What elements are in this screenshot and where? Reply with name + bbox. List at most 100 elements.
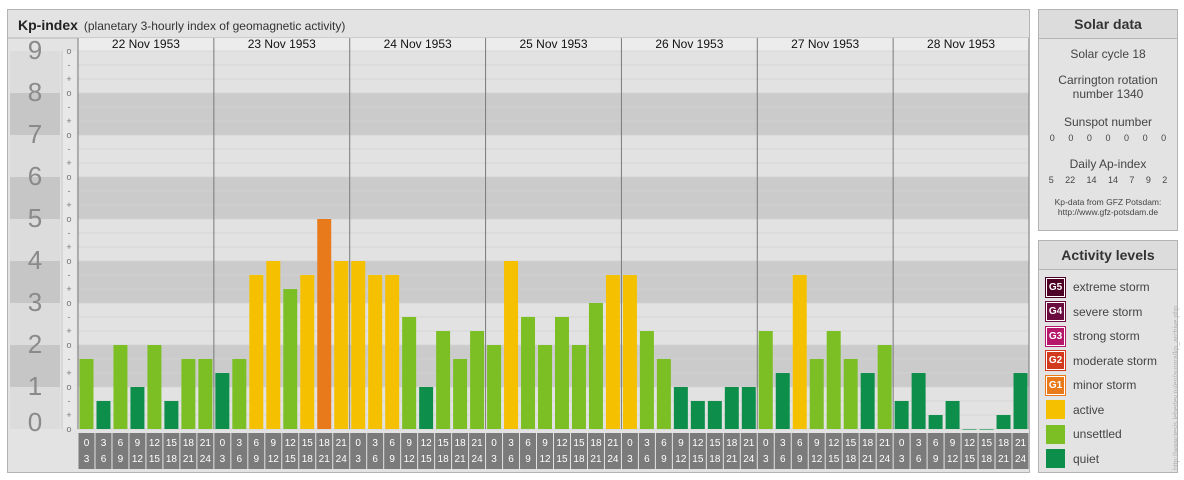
time-start-label: 6 [254, 438, 260, 449]
chart-header-bar [8, 10, 1029, 38]
time-end-label: 6 [644, 454, 650, 465]
time-cell [723, 433, 740, 469]
subtick-column [62, 51, 76, 429]
kp-bar [928, 415, 943, 429]
data-source-link[interactable]: http://www.gfz-potsdam.de [1057, 207, 1159, 217]
ap-index-value: 7 [1129, 175, 1135, 185]
y-tick-label: 3 [28, 287, 42, 317]
kp-label-cell [10, 261, 60, 303]
time-end-label: 3 [899, 454, 905, 465]
time-start-label: 18 [726, 438, 738, 449]
kp-bar [538, 345, 552, 429]
legend-swatch: G5 [1045, 276, 1066, 298]
kp-bar [843, 358, 858, 429]
kp-bar [945, 400, 960, 429]
time-start-label: 3 [508, 438, 514, 449]
legend-swatch [1046, 400, 1065, 420]
time-end-label: 6 [101, 454, 107, 465]
y-subtick-label: - [68, 312, 71, 322]
y-subtick-label: + [66, 284, 71, 294]
time-end-label: 6 [780, 454, 786, 465]
y-tick-label: 9 [28, 35, 42, 65]
time-end-label: 24 [336, 454, 348, 465]
time-end-label: 24 [607, 454, 619, 465]
time-start-label: 12 [285, 438, 297, 449]
legend-item: quiet [1046, 447, 1157, 472]
y-subtick-label: o [66, 382, 71, 392]
activity-legend: G5 extreme storm G4 severe storm G3 strong st… [1045, 275, 1157, 472]
watermark-url: http://www.tesis.lebedev.ru/en/aurora/kp… [1173, 305, 1180, 470]
time-end-label: 3 [763, 454, 769, 465]
time-cell [265, 433, 282, 469]
time-end-label: 21 [183, 454, 195, 465]
kp-bar [877, 345, 892, 429]
time-end-label: 15 [285, 454, 297, 465]
time-end-label: 9 [661, 454, 667, 465]
time-end-label: 18 [845, 454, 857, 465]
time-end-label: 12 [132, 454, 144, 465]
kp-bar [504, 261, 519, 429]
time-cell [554, 433, 570, 469]
time-cell [95, 433, 112, 469]
sunspot-value: 0 [1068, 133, 1074, 143]
legend-swatch [1046, 449, 1065, 469]
time-end-label: 21 [590, 454, 602, 465]
legend-item: G5 extreme storm [1045, 275, 1157, 300]
time-end-label: 12 [539, 454, 551, 465]
day-label: 22 Nov 1953 [112, 37, 180, 51]
time-end-label: 24 [879, 454, 891, 465]
time-cell [248, 433, 265, 469]
time-end-label: 18 [573, 454, 585, 465]
legend-label: minor storm [1073, 378, 1137, 393]
kp-bar [351, 261, 366, 429]
ap-index-value: 14 [1086, 175, 1097, 185]
y-subtick-label: - [68, 228, 71, 238]
y-subtick-label: - [68, 60, 71, 70]
time-start-label: 3 [372, 438, 378, 449]
solar-data-panel: Solar data Solar cycle 18 Carrington rot… [1038, 9, 1178, 231]
time-end-label: 21 [455, 454, 467, 465]
time-start-label: 6 [797, 438, 803, 449]
kp-label-cell [10, 345, 60, 387]
time-cell [978, 433, 995, 469]
kp-bar [130, 387, 145, 429]
kp-band [78, 219, 1029, 261]
time-cell [706, 433, 723, 469]
time-start-label: 6 [933, 438, 939, 449]
kp-bar [470, 331, 485, 429]
sunspot-value: 0 [1142, 133, 1148, 143]
y-subtick-label: + [66, 200, 71, 210]
kp-bar [266, 261, 281, 429]
time-start-label: 9 [542, 438, 548, 449]
kp-bar [79, 358, 94, 429]
time-cell [927, 433, 944, 469]
kp-bar [283, 289, 298, 429]
time-start-label: 21 [607, 438, 619, 449]
kp-band [78, 303, 1029, 345]
carrington-rotation-line2: number 1340 [1072, 87, 1144, 101]
time-end-label: 24 [743, 454, 755, 465]
kp-bar [96, 400, 111, 429]
kp-bar [622, 274, 637, 429]
time-start-label: 18 [862, 438, 874, 449]
time-end-label: 15 [149, 454, 161, 465]
y-subtick-label: o [66, 424, 71, 434]
kp-bar [113, 345, 128, 429]
time-end-label: 18 [709, 454, 721, 465]
time-end-label: 9 [525, 454, 531, 465]
kp-bar [334, 261, 349, 429]
y-subtick-label: - [68, 102, 71, 112]
time-cell [825, 433, 842, 469]
y-subtick-label: + [66, 74, 71, 84]
kp-bar [707, 400, 722, 429]
kp-bar [775, 373, 790, 429]
time-cell [231, 433, 248, 469]
y-tick-label: 2 [28, 329, 42, 359]
time-cell [944, 433, 961, 469]
time-start-label: 15 [981, 438, 993, 449]
legend-item: G1 minor storm [1045, 373, 1157, 398]
time-start-label: 3 [101, 438, 107, 449]
time-end-label: 9 [389, 454, 395, 465]
legend-label: extreme storm [1073, 280, 1150, 295]
